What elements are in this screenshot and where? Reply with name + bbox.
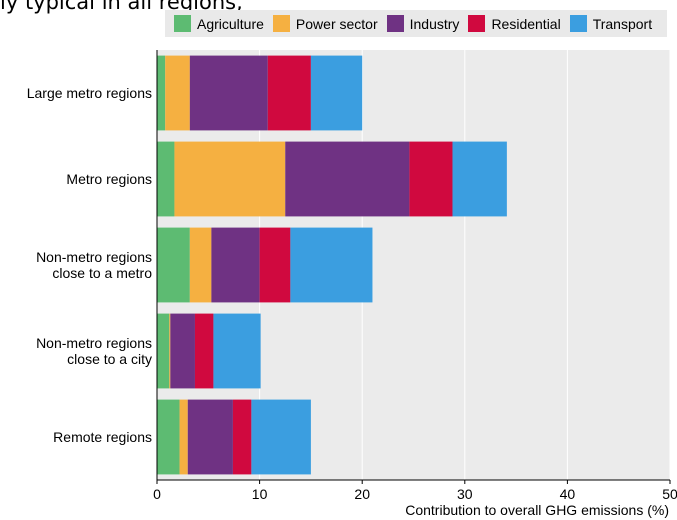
- x-tick-label: 50: [662, 486, 677, 502]
- bar-segment-industry: [170, 313, 195, 389]
- legend-item: Transport: [569, 15, 653, 32]
- x-tick-label: 40: [560, 486, 576, 502]
- legend-label: Agriculture: [197, 15, 264, 32]
- bar-segment-transport: [251, 399, 311, 475]
- bar-segment-industry: [187, 399, 233, 475]
- bar-segment-power-sector: [189, 227, 212, 303]
- category-label: Non-metro regions close to a city: [36, 335, 152, 367]
- category-label: Non-metro regions close to a metro: [36, 249, 152, 281]
- legend-label: Transport: [592, 15, 653, 32]
- bar-segment-power-sector: [179, 399, 188, 475]
- bar-segment-transport: [213, 313, 261, 389]
- legend-item: Industry: [386, 15, 460, 32]
- bar-segment-industry: [285, 141, 410, 217]
- bar-segment-power-sector: [169, 313, 171, 389]
- legend-swatch: [386, 15, 404, 32]
- legend-swatch: [174, 15, 191, 32]
- chart-legend: Agriculture Power sector Industry Residenti…: [165, 10, 667, 37]
- category-label: Metro regions: [66, 171, 152, 187]
- legend-label: Power sector: [295, 15, 378, 32]
- x-tick-label: 10: [252, 486, 268, 502]
- legend-swatch: [468, 15, 486, 32]
- legend-swatch: [569, 15, 587, 32]
- bar-segment-agriculture: [157, 141, 175, 217]
- bar-segment-transport: [452, 141, 507, 217]
- legend-label: Industry: [409, 15, 460, 32]
- bar-segment-transport: [310, 55, 363, 131]
- legend-item: Agriculture: [174, 15, 264, 32]
- bar-segment-agriculture: [157, 55, 166, 131]
- bar-segment-transport: [290, 227, 373, 303]
- bar-segment-agriculture: [157, 313, 170, 389]
- category-label: Large metro regions: [27, 85, 152, 101]
- category-label: Remote regions: [53, 429, 152, 445]
- legend-swatch: [272, 15, 290, 32]
- legend-item: Power sector: [272, 15, 378, 32]
- bar-segment-industry: [189, 55, 268, 131]
- bar-segment-agriculture: [157, 399, 180, 475]
- x-axis-title: Contribution to overall GHG emissions (%…: [405, 502, 669, 518]
- bar-segment-industry: [211, 227, 260, 303]
- bar-segment-agriculture: [157, 227, 190, 303]
- bar-segment-residential: [409, 141, 453, 217]
- bar-segment-power-sector: [165, 55, 190, 131]
- bar-segment-residential: [194, 313, 214, 389]
- bar-segment-residential: [232, 399, 252, 475]
- legend-item: Residential: [468, 15, 561, 32]
- x-tick-label: 20: [354, 486, 370, 502]
- bar-segment-power-sector: [174, 141, 286, 217]
- bar-segment-residential: [259, 227, 291, 303]
- bar-segment-residential: [267, 55, 311, 131]
- x-tick-label: 30: [457, 486, 473, 502]
- legend-label: Residential: [491, 15, 561, 32]
- x-tick-label: 0: [153, 486, 161, 502]
